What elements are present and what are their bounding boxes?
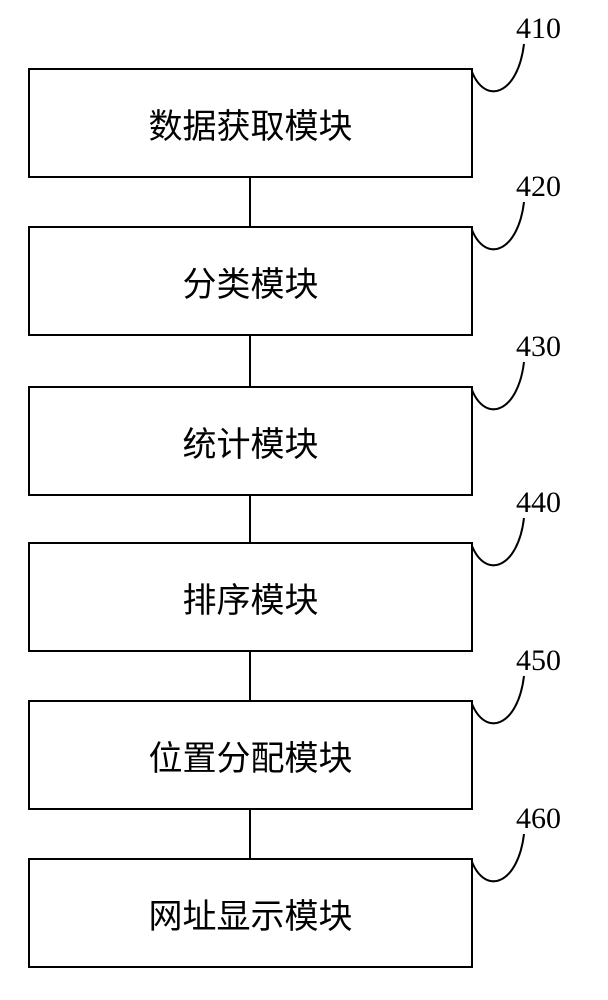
- connector-overlay: [0, 0, 608, 1000]
- flowchart-diagram: 数据获取模块 分类模块 统计模块 排序模块 位置分配模块 网址显示模块 410 …: [0, 0, 608, 1000]
